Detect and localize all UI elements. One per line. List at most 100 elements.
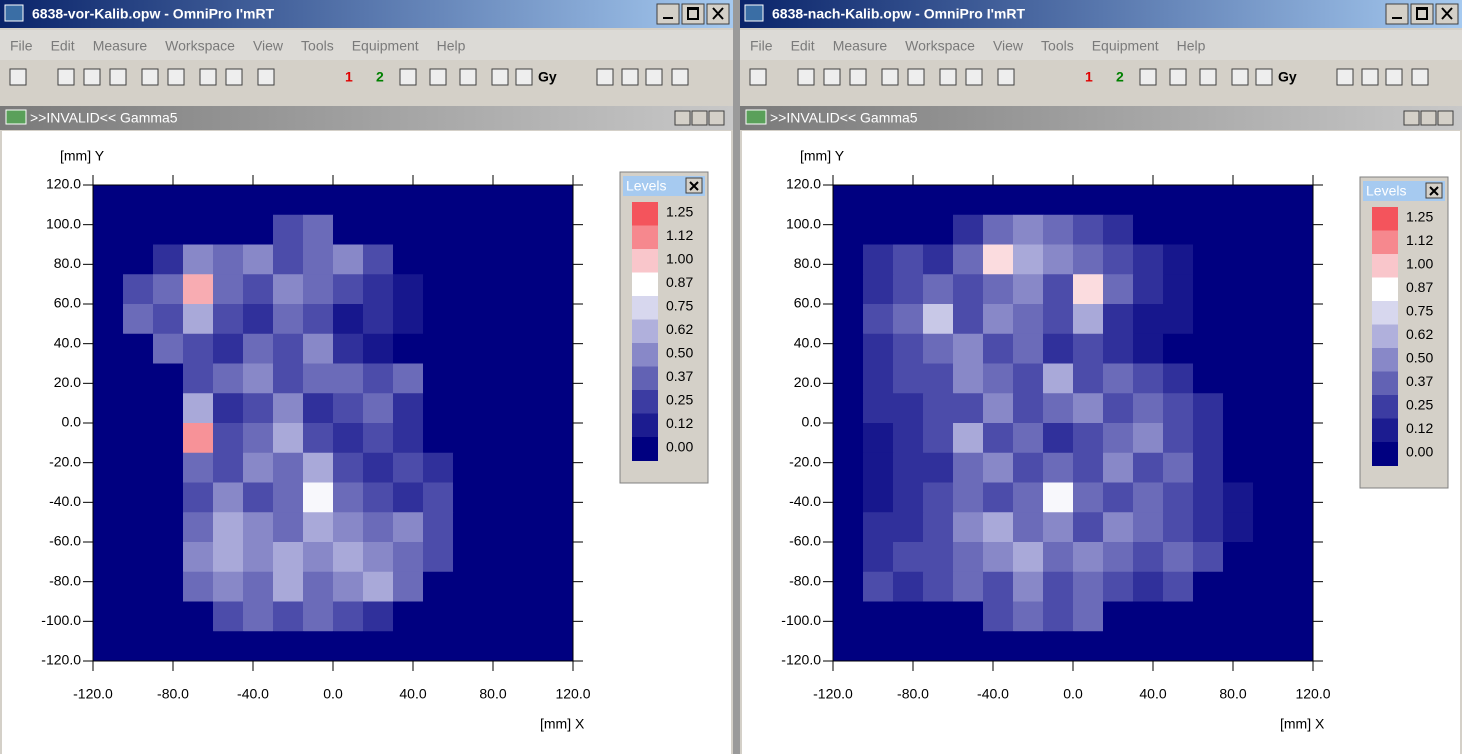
heatmap-cell — [453, 393, 483, 423]
minimize-button[interactable] — [657, 4, 679, 24]
menu-item[interactable]: Tools — [301, 38, 334, 54]
heatmap-cell — [923, 364, 953, 394]
toolbar-button[interactable] — [1386, 69, 1402, 85]
panel-button[interactable] — [692, 111, 707, 125]
panel-button[interactable] — [1438, 111, 1453, 125]
toolbar-button[interactable] — [430, 69, 446, 85]
heatmap-cell — [453, 334, 483, 364]
toolbar-label[interactable]: 2 — [1116, 69, 1124, 85]
toolbar-button[interactable] — [672, 69, 688, 85]
toolbar-button[interactable] — [622, 69, 638, 85]
heatmap-cell — [1223, 185, 1253, 215]
menu-item[interactable]: Measure — [93, 38, 148, 54]
toolbar-label[interactable]: Gy — [538, 69, 557, 85]
toolbar-button[interactable] — [400, 69, 416, 85]
heatmap-cell — [833, 245, 863, 275]
heatmap-cell — [93, 185, 123, 215]
heatmap-cell — [183, 602, 213, 632]
toolbar-button[interactable] — [84, 69, 100, 85]
toolbar-button[interactable] — [940, 69, 956, 85]
toolbar-button[interactable] — [824, 69, 840, 85]
heatmap-cell — [273, 602, 303, 632]
menu-item[interactable]: Workspace — [905, 38, 975, 54]
heatmap-cell — [1163, 512, 1193, 542]
heatmap-cell — [393, 364, 423, 394]
menu-item[interactable]: File — [750, 38, 773, 54]
toolbar-button[interactable] — [142, 69, 158, 85]
toolbar-button[interactable] — [10, 69, 26, 85]
toolbar-button[interactable] — [597, 69, 613, 85]
panel-button[interactable] — [675, 111, 690, 125]
heatmap-cell — [1103, 304, 1133, 334]
heatmap-cell — [483, 334, 513, 364]
heatmap-cell — [1103, 423, 1133, 453]
menu-item[interactable]: Help — [1177, 38, 1206, 54]
heatmap-cell — [983, 274, 1013, 304]
toolbar-button[interactable] — [1256, 69, 1272, 85]
toolbar-button[interactable] — [646, 69, 662, 85]
toolbar-button[interactable] — [168, 69, 184, 85]
heatmap-cell — [483, 304, 513, 334]
menu-item[interactable]: Equipment — [352, 38, 419, 54]
heatmap-cell — [183, 334, 213, 364]
panel-button[interactable] — [1421, 111, 1436, 125]
heatmap-cell — [303, 393, 333, 423]
panel-button[interactable] — [709, 111, 724, 125]
heatmap-cell — [123, 483, 153, 513]
toolbar-button[interactable] — [460, 69, 476, 85]
menu-item[interactable]: Edit — [791, 38, 815, 54]
menu-item[interactable]: File — [10, 38, 33, 54]
toolbar-label[interactable]: 1 — [1085, 69, 1093, 85]
heatmap-cell — [123, 393, 153, 423]
toolbar-button[interactable] — [1232, 69, 1248, 85]
toolbar-button[interactable] — [1200, 69, 1216, 85]
toolbar-button[interactable] — [1337, 69, 1353, 85]
toolbar-button[interactable] — [798, 69, 814, 85]
toolbar-button[interactable] — [882, 69, 898, 85]
minimize-button[interactable] — [1386, 4, 1408, 24]
menu-item[interactable]: Edit — [51, 38, 75, 54]
toolbar-button[interactable] — [1412, 69, 1428, 85]
menu-item[interactable]: Measure — [833, 38, 888, 54]
menu-item[interactable]: Workspace — [165, 38, 235, 54]
toolbar-button[interactable] — [492, 69, 508, 85]
toolbar-button[interactable] — [1362, 69, 1378, 85]
menu-item[interactable]: Equipment — [1092, 38, 1159, 54]
window-splitter[interactable] — [733, 0, 740, 754]
heatmap-cell — [1133, 602, 1163, 632]
toolbar-button[interactable] — [1170, 69, 1186, 85]
toolbar-label[interactable]: Gy — [1278, 69, 1297, 85]
menu-item[interactable]: Tools — [1041, 38, 1074, 54]
toolbar-button[interactable] — [258, 69, 274, 85]
toolbar-button[interactable] — [998, 69, 1014, 85]
heatmap-cell — [1133, 274, 1163, 304]
menu-item[interactable]: View — [993, 38, 1024, 54]
toolbar-button[interactable] — [850, 69, 866, 85]
toolbar-button[interactable] — [110, 69, 126, 85]
menu-item[interactable]: Help — [437, 38, 466, 54]
heatmap-cell — [1223, 215, 1253, 245]
heatmap-cell — [243, 453, 273, 483]
heatmap-cell — [863, 245, 893, 275]
toolbar-label[interactable]: 1 — [345, 69, 353, 85]
heatmap-cell — [93, 512, 123, 542]
heatmap-cell — [93, 274, 123, 304]
heatmap-cell — [183, 185, 213, 215]
toolbar-button[interactable] — [908, 69, 924, 85]
toolbar-label[interactable]: 2 — [376, 69, 384, 85]
heatmap-cell — [923, 334, 953, 364]
toolbar-button[interactable] — [58, 69, 74, 85]
toolbar-button[interactable] — [226, 69, 242, 85]
menu-item[interactable]: View — [253, 38, 284, 54]
toolbar-button[interactable] — [1140, 69, 1156, 85]
panel-button[interactable] — [1404, 111, 1419, 125]
heatmap-cell — [1013, 215, 1043, 245]
heatmap-cell — [393, 483, 423, 513]
toolbar-button[interactable] — [200, 69, 216, 85]
toolbar-button[interactable] — [750, 69, 766, 85]
toolbar-button[interactable] — [966, 69, 982, 85]
toolbar-button[interactable] — [516, 69, 532, 85]
heatmap-cell — [953, 393, 983, 423]
legend-title: Levels — [626, 178, 666, 194]
heatmap-cell — [1043, 542, 1073, 572]
